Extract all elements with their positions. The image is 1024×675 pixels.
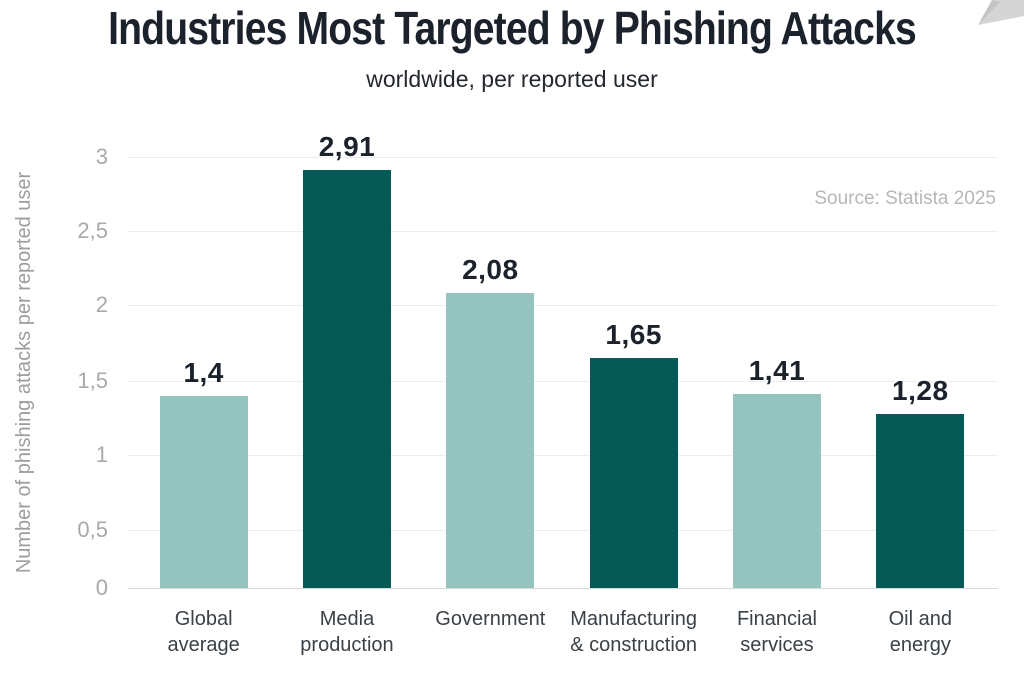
category-label-line: Global <box>174 608 233 630</box>
bar <box>589 358 678 588</box>
category-label-line: & construction <box>570 634 698 657</box>
gridline-3 <box>128 157 998 158</box>
y-tick-label-2: 2 <box>95 292 108 317</box>
category-label-line: Oil and <box>888 608 952 630</box>
category-label-line: Financial <box>736 608 817 630</box>
y-tick-label-1,5: 1,5 <box>77 368 108 393</box>
category-label: Financial services <box>705 606 848 659</box>
chart-subtitle: worldwide, per reported user <box>366 66 658 92</box>
bar-group-4: 1,41 <box>705 120 848 588</box>
bar <box>732 394 821 588</box>
category-label-line: Media <box>319 608 375 630</box>
category-label: Government <box>419 606 562 659</box>
x-axis-category-labels: Global average Media production Government Ma… <box>132 606 992 659</box>
bar-group-2: 2,08 <box>419 120 562 588</box>
bar <box>876 414 965 588</box>
bar-value-label: 1,41 <box>748 355 806 386</box>
y-tick-label-3: 3 <box>95 144 108 169</box>
gridline-1,5 <box>128 381 998 382</box>
bar-group-0: 1,4 <box>132 120 275 588</box>
y-tick-label-1: 1 <box>95 442 108 467</box>
gridline-0,5 <box>128 530 998 531</box>
category-label-line: average <box>167 634 240 657</box>
category-label-line: production <box>300 634 394 657</box>
bar-value-label: 2,91 <box>318 131 376 162</box>
gridline-1 <box>128 455 998 456</box>
gridline-0 <box>128 588 998 589</box>
bar-group-5: 1,28 <box>849 120 992 588</box>
bar <box>302 170 391 588</box>
category-label: Media production <box>275 606 418 659</box>
bars-container: 1,4 2,91 2,08 1,65 1,41 1,28 <box>132 120 992 588</box>
gridline-2,5 <box>128 231 998 232</box>
category-label: Manufacturing & construction <box>562 606 705 659</box>
bar <box>446 293 535 588</box>
y-tick-label-2,5: 2,5 <box>77 218 108 243</box>
category-label-line: Government <box>435 608 546 630</box>
bar-value-label: 1,28 <box>892 375 949 406</box>
gridline-2 <box>128 305 998 306</box>
category-label: Global average <box>132 606 275 659</box>
category-label-line: services <box>740 634 814 657</box>
bar-value-label: 2,08 <box>462 254 519 285</box>
bar-value-label: 1,65 <box>605 319 662 350</box>
bar-value-label: 1,4 <box>183 357 224 388</box>
source-credit: Source: Statista 2025 <box>814 188 996 209</box>
y-tick-label-0: 0 <box>95 575 108 600</box>
category-label: Oil and energy <box>849 606 992 659</box>
bar-group-3: 1,65 <box>562 120 705 588</box>
statista-arrow-logo-icon <box>978 0 1024 25</box>
y-tick-label-0,5: 0,5 <box>77 517 108 542</box>
bar <box>159 396 248 588</box>
chart-title: Industries Most Targeted by Phishing Att… <box>108 2 917 54</box>
category-label-line: Manufacturing <box>570 608 698 630</box>
bar-group-1: 2,91 <box>275 120 418 588</box>
category-label-line: energy <box>889 634 951 657</box>
